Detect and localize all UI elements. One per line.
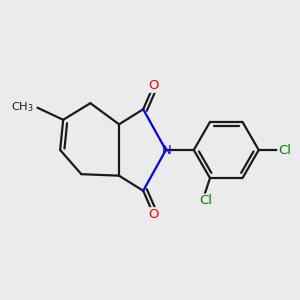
Text: N: N xyxy=(161,143,171,157)
Text: CH$_3$: CH$_3$ xyxy=(11,100,35,114)
Text: O: O xyxy=(148,79,159,92)
Text: Cl: Cl xyxy=(278,143,291,157)
Text: O: O xyxy=(148,208,159,221)
Text: Cl: Cl xyxy=(199,194,212,207)
